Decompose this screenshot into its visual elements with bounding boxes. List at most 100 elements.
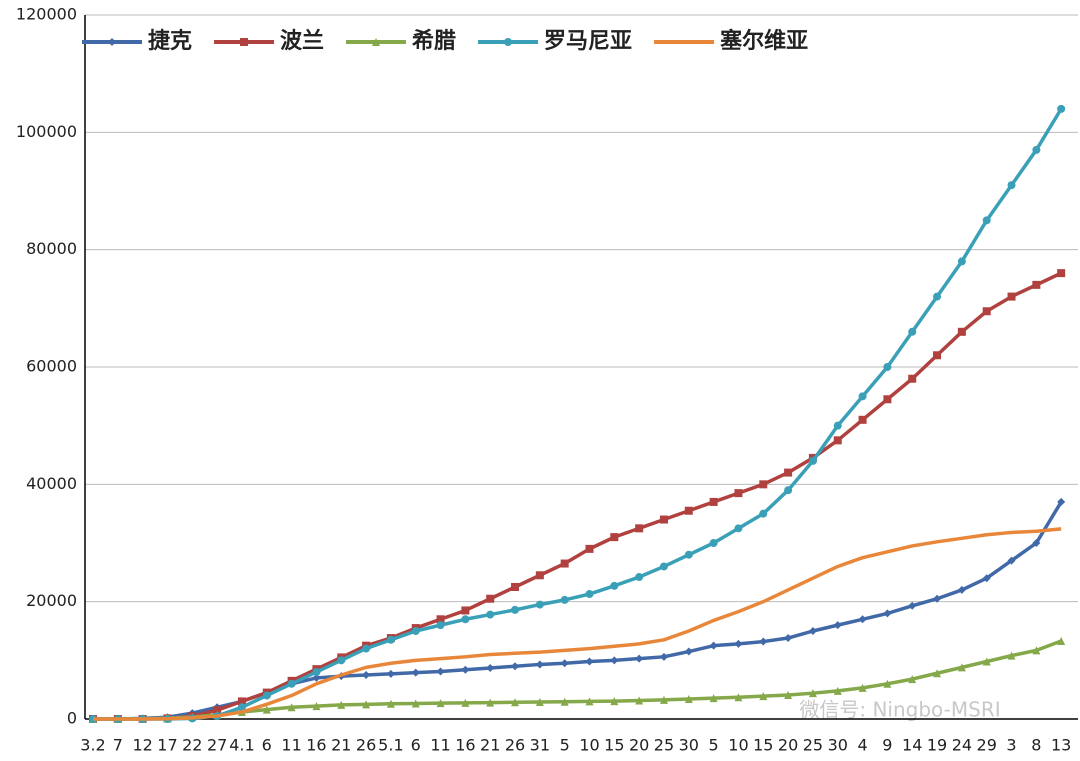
marker	[337, 656, 346, 665]
marker	[933, 669, 942, 678]
marker	[486, 663, 495, 672]
marker	[610, 656, 619, 665]
x-tick-label: 8	[1031, 736, 1041, 755]
x-tick-label: 10	[728, 736, 748, 755]
marker	[759, 480, 768, 489]
marker	[312, 673, 321, 682]
marker	[312, 668, 321, 677]
marker	[908, 675, 917, 684]
marker	[784, 634, 793, 643]
marker	[709, 694, 718, 703]
marker	[461, 606, 470, 615]
series-line	[93, 639, 1062, 721]
marker	[337, 700, 346, 709]
marker	[908, 374, 917, 383]
x-tick-label: 27	[207, 736, 227, 755]
marker	[858, 415, 867, 424]
marker	[883, 679, 892, 688]
marker	[461, 698, 470, 707]
marker	[982, 307, 991, 316]
marker	[659, 515, 668, 524]
marker	[833, 686, 842, 695]
x-tick-label: 3.2	[80, 736, 105, 755]
legend-label: 希腊	[412, 28, 456, 54]
marker	[610, 581, 619, 590]
marker	[585, 590, 594, 599]
marker	[411, 699, 420, 708]
marker	[237, 697, 246, 706]
x-tick-label: 24	[952, 736, 972, 755]
x-tick-label: 21	[331, 736, 351, 755]
x-tick-label: 9	[882, 736, 892, 755]
marker	[585, 544, 594, 553]
marker	[372, 38, 381, 46]
legend-label: 波兰	[280, 28, 324, 54]
marker	[386, 635, 395, 644]
marker	[535, 660, 544, 669]
marker	[511, 698, 520, 707]
x-tick-label: 5.1	[378, 736, 403, 755]
marker	[436, 667, 445, 676]
marker	[833, 421, 842, 430]
marker	[635, 524, 644, 533]
y-tick-label: 80000	[26, 239, 77, 258]
legend-label: 罗马尼亚	[544, 29, 632, 54]
x-tick-label: 4.1	[229, 736, 254, 755]
marker	[511, 605, 520, 614]
marker	[1032, 280, 1041, 289]
marker	[461, 615, 470, 624]
y-tick-label: 60000	[26, 357, 77, 376]
marker	[833, 621, 842, 630]
marker	[734, 489, 743, 498]
marker	[684, 647, 693, 656]
x-tick-label: 11	[281, 736, 301, 755]
marker	[560, 659, 569, 668]
marker	[883, 395, 892, 404]
marker	[1007, 181, 1016, 190]
x-tick-label: 20	[778, 736, 798, 755]
marker	[108, 38, 116, 46]
watermark: 微信号: Ningbo-MSRI	[799, 698, 1000, 722]
marker	[784, 690, 793, 699]
marker	[684, 550, 693, 559]
marker	[461, 665, 470, 674]
marker	[436, 699, 445, 708]
marker	[610, 697, 619, 706]
marker	[486, 610, 495, 619]
x-tick-label: 25	[654, 736, 674, 755]
marker	[411, 668, 420, 677]
marker	[535, 571, 544, 580]
marker	[982, 216, 991, 225]
marker	[659, 652, 668, 661]
marker	[262, 705, 271, 714]
marker	[436, 615, 445, 624]
x-tick-label: 19	[927, 736, 947, 755]
marker	[535, 600, 544, 609]
marker	[1032, 646, 1041, 655]
marker	[933, 594, 942, 603]
x-tick-label: 3	[1006, 736, 1016, 755]
legend-label: 捷克	[148, 28, 192, 54]
marker	[287, 703, 296, 712]
x-tick-label: 26	[505, 736, 525, 755]
marker	[709, 539, 718, 547]
x-tick-label: 16	[306, 736, 326, 755]
x-tick-label: 20	[629, 736, 649, 755]
marker	[684, 695, 693, 704]
marker	[808, 627, 817, 635]
x-tick-label: 14	[902, 736, 922, 755]
marker	[504, 38, 513, 46]
x-tick-label: 22	[182, 736, 202, 755]
x-tick-label: 6	[411, 736, 421, 755]
marker	[411, 627, 420, 635]
x-tick-label: 17	[157, 736, 177, 755]
marker	[759, 637, 768, 646]
marker	[535, 697, 544, 706]
x-tick-label: 10	[579, 736, 599, 755]
marker	[486, 698, 495, 707]
marker	[585, 697, 594, 706]
marker	[933, 292, 942, 301]
x-tick-label: 5	[709, 736, 719, 755]
marker	[858, 392, 867, 401]
marker	[908, 327, 917, 336]
